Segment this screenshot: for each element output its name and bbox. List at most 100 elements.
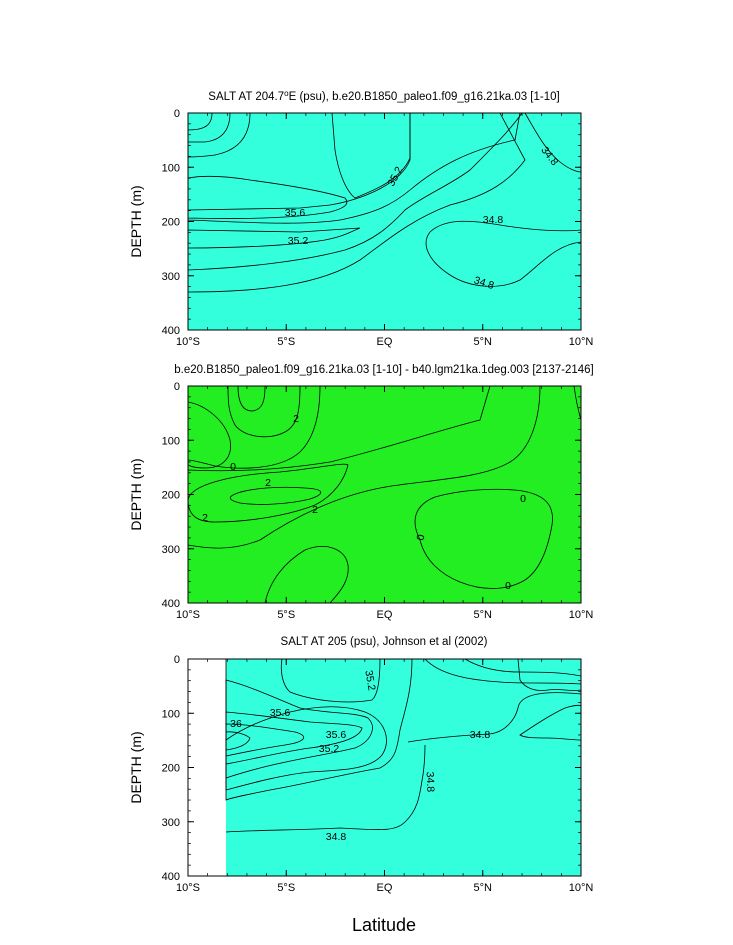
p2-fill-gold: [229, 486, 322, 505]
p3-fill-cyan-bright: [517, 659, 581, 691]
p1-contour-34.8-lower: [425, 220, 581, 287]
p2-label-0-d: 0: [505, 580, 511, 592]
p3-x-tick-label: 5°S: [277, 882, 295, 894]
p2-fill-cyan-bottom: [264, 546, 349, 603]
panel-3-contours: [188, 659, 581, 876]
panel-2-title: b.e20.B1850_paleo1.f09_g16.21ka.03 [1-10…: [174, 364, 593, 376]
p2-fill-green: [188, 386, 581, 603]
p1-y-tick-label: 100: [162, 162, 180, 174]
p3-y-tick-label: 300: [162, 817, 180, 829]
p2-y-tick-label: 400: [162, 598, 180, 610]
p1-y-tick-label: 400: [162, 325, 180, 337]
p3-x-tick-label: 10°S: [176, 882, 200, 894]
p2-y-axis-label: DEPTH (m): [128, 458, 144, 530]
p3-label-35.2-b: 35.2: [319, 743, 340, 755]
x-axis-label: Latitude: [352, 915, 416, 935]
p1-x-tick-label: 5°N: [474, 336, 493, 348]
p1-fill-yellowgreen: [188, 113, 521, 224]
p1-label-35.6: 35.6: [285, 207, 306, 219]
p3-y-tick-label: 0: [174, 654, 180, 666]
p3-label-35.6-b: 35.6: [326, 729, 347, 741]
p2-label-2-a: 2: [293, 413, 299, 425]
p3-fill-green: [225, 706, 387, 791]
p1-fill-green: [188, 113, 523, 271]
p1-fill-green-top: [331, 113, 411, 199]
p3-label-35.2-a: 35.2: [362, 669, 377, 691]
p2-x-tick-label: 5°N: [474, 609, 493, 621]
p2-label-2-b: 2: [265, 477, 271, 489]
p3-fill-green-top: [280, 659, 381, 703]
panel-1-contours: [188, 113, 581, 330]
p3-fill-yellow: [225, 711, 363, 765]
p2-fill-cyan-right: [414, 488, 553, 589]
p3-contour-right-a: [424, 659, 581, 685]
p1-y-tick-label: 0: [174, 108, 180, 120]
p3-label-34.8-c: 34.8: [326, 831, 347, 843]
p3-contour-34.8-b: [225, 744, 426, 833]
p1-y-axis-label: DEPTH (m): [128, 185, 144, 257]
p3-label-36: 36: [230, 718, 242, 730]
p2-y-tick-label: 300: [162, 544, 180, 556]
p1-x-tick-label: EQ: [377, 336, 393, 348]
p3-fill-cyan-patch: [519, 705, 581, 741]
p3-fill-greenmid: [225, 659, 413, 801]
panel-3-axes: 10°S 5°S EQ 5°N 10°N 0 100 200 300 400 DEPTH (m): [128, 654, 593, 894]
panel-2: b.e20.B1850_paleo1.f09_g16.21ka.03 [1-10…: [174, 364, 594, 604]
p2-x-tick-label: 5°S: [277, 609, 295, 621]
p1-fill-yellow: [188, 175, 348, 219]
p3-contour-34.8-a: [407, 692, 581, 743]
p1-fill-green-mid: [188, 227, 361, 249]
panel-1-title: SALT AT 204.7oE (psu), b.e20.B1850_paleo…: [208, 89, 559, 103]
panel-1-axes: 10°S 5°S EQ 5°N 10°N 0 100 200 300 400 DEPTH (m): [128, 108, 593, 348]
panel-2-contour-labels: 2 0 2 2 2 0 0 0: [202, 413, 526, 592]
p1-contour-34.8-right: [524, 113, 581, 173]
p2-y-tick-label: 200: [162, 490, 180, 502]
panel-1: SALT AT 204.7oE (psu), b.e20.B1850_paleo…: [187, 89, 582, 331]
p2-label-0-a: 0: [230, 461, 236, 473]
p2-x-tick-label: EQ: [377, 609, 393, 621]
p1-label-34.8-b: 34.8: [483, 214, 504, 226]
panel-3: SALT AT 205 (psu), Johnson et al (2002) …: [187, 636, 582, 877]
p3-fill-gold: [225, 723, 305, 757]
p3-y-tick-label: 200: [162, 763, 180, 775]
p3-fill-orange: [225, 731, 251, 751]
p2-fill-gold-top: [237, 386, 266, 412]
p3-y-tick-label: 100: [162, 708, 180, 720]
p3-y-tick-label: 400: [162, 871, 180, 883]
p1-x-tick-label: 10°N: [569, 336, 594, 348]
p2-fill-yellow-top: [227, 386, 301, 438]
p2-y-tick-label: 0: [174, 381, 180, 393]
p2-label-0-b: 0: [520, 493, 526, 505]
p3-contour-right-b: [464, 659, 581, 677]
p3-fill-yellowgreen: [225, 679, 373, 779]
p2-fill-yellow: [188, 463, 349, 523]
p3-fill-cyan: [226, 659, 581, 876]
p3-label-34.8-a: 34.8: [470, 729, 491, 741]
p2-x-tick-label: 10°N: [569, 609, 594, 621]
p2-x-tick-label: 10°S: [176, 609, 200, 621]
p2-fill-greenmid: [188, 386, 321, 469]
p3-x-tick-label: 5°N: [474, 882, 493, 894]
p1-fill-cyan: [188, 113, 581, 330]
p3-x-tick-label: 10°N: [569, 882, 594, 894]
p2-fill-greenmid-band: [188, 386, 541, 549]
p2-fill-cyan-edge: [573, 386, 581, 421]
panel-2-contours: [188, 386, 581, 603]
p1-x-tick-label: 5°S: [277, 336, 295, 348]
p2-fill-cyan-left: [188, 401, 232, 469]
panel-3-contour-labels: 35.2 35.6 36 35.6 35.2 34.8 34.8 34.8: [230, 669, 490, 843]
p3-label-35.6-a: 35.6: [270, 707, 291, 719]
panel-3-title: SALT AT 205 (psu), Johnson et al (2002): [281, 636, 488, 648]
p1-fill-left-greenmid: [188, 113, 231, 143]
p2-label-0-c: 0: [415, 533, 428, 541]
p1-y-tick-label: 200: [162, 217, 180, 229]
p1-y-tick-label: 300: [162, 271, 180, 283]
p1-fill-left-green: [188, 113, 251, 158]
p3-x-tick-label: EQ: [377, 882, 393, 894]
p2-y-tick-label: 100: [162, 435, 180, 447]
p1-fill-right-cyan: [188, 113, 581, 330]
p3-y-axis-label: DEPTH (m): [128, 731, 144, 803]
p2-label-2-c: 2: [312, 504, 318, 516]
